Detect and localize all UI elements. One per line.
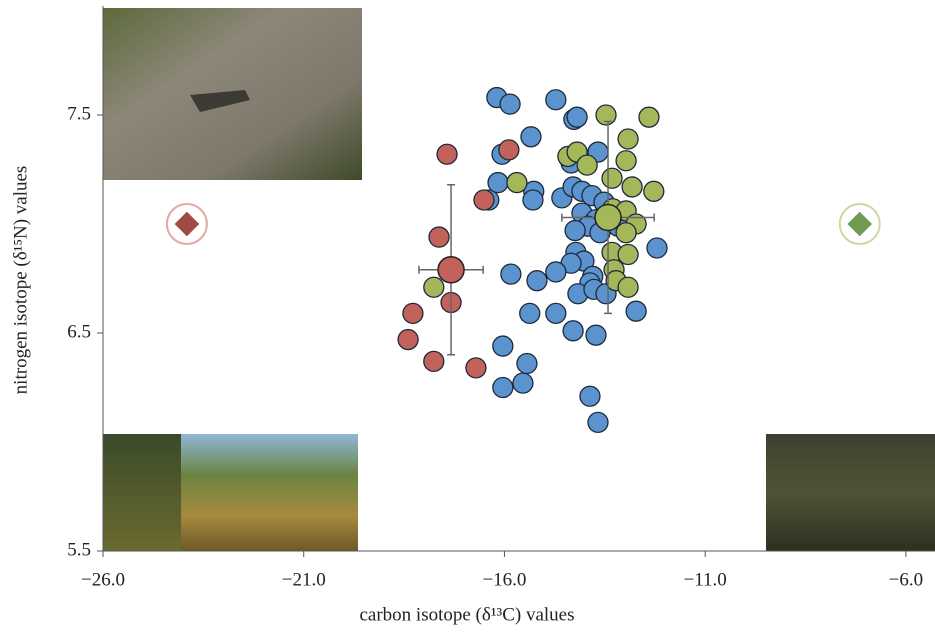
x-tick-label: −6.0	[889, 569, 923, 590]
point	[516, 352, 538, 375]
point	[526, 270, 548, 292]
point	[595, 104, 617, 126]
point	[397, 328, 419, 351]
point	[402, 302, 424, 325]
point	[621, 176, 643, 198]
point	[617, 128, 639, 150]
point	[615, 222, 637, 244]
point	[617, 243, 639, 266]
source-diamond	[173, 210, 201, 238]
y-tick-label: 7.5	[67, 103, 91, 124]
y-tick-label: 6.5	[67, 321, 91, 342]
point	[587, 411, 609, 434]
photo-forest	[766, 434, 935, 551]
point	[500, 263, 522, 285]
point	[638, 106, 660, 128]
point	[436, 143, 458, 165]
point	[423, 350, 445, 372]
point	[545, 261, 567, 283]
point	[520, 126, 542, 148]
point	[615, 150, 637, 172]
point	[498, 139, 520, 161]
point	[566, 106, 588, 128]
mean-point	[437, 256, 465, 284]
point	[492, 376, 514, 399]
x-axis-label: carbon isotope (δ¹³C) values	[359, 604, 574, 625]
x-tick-label: −11.0	[684, 569, 727, 590]
point	[601, 167, 623, 189]
point	[576, 154, 598, 176]
x-tick-label: −16.0	[482, 569, 526, 590]
photo-mangrove-creek	[181, 434, 358, 551]
point	[506, 171, 528, 194]
point	[562, 320, 584, 342]
y-tick-label: 5.5	[67, 539, 91, 560]
mean-point	[594, 203, 622, 232]
source-diamond	[846, 210, 874, 238]
point	[423, 276, 445, 298]
point	[492, 335, 514, 357]
photo-mangrove-roots	[103, 434, 181, 551]
point	[522, 189, 544, 211]
point	[499, 93, 521, 115]
point	[564, 219, 586, 242]
point	[643, 180, 665, 202]
shark-shape	[190, 90, 250, 112]
point	[545, 89, 567, 111]
point	[487, 171, 509, 194]
point	[428, 226, 450, 248]
point	[646, 237, 668, 259]
point	[585, 324, 607, 346]
x-tick-label: −21.0	[282, 569, 326, 590]
point	[512, 372, 534, 394]
point	[617, 276, 639, 298]
point	[465, 357, 487, 379]
point	[545, 302, 567, 325]
point	[579, 385, 601, 407]
point	[473, 189, 495, 211]
point	[519, 302, 541, 325]
point	[625, 300, 647, 322]
x-tick-label: −26.0	[81, 569, 125, 590]
y-axis-label: nitrogen isotope (δ¹⁵N) values	[10, 166, 31, 395]
